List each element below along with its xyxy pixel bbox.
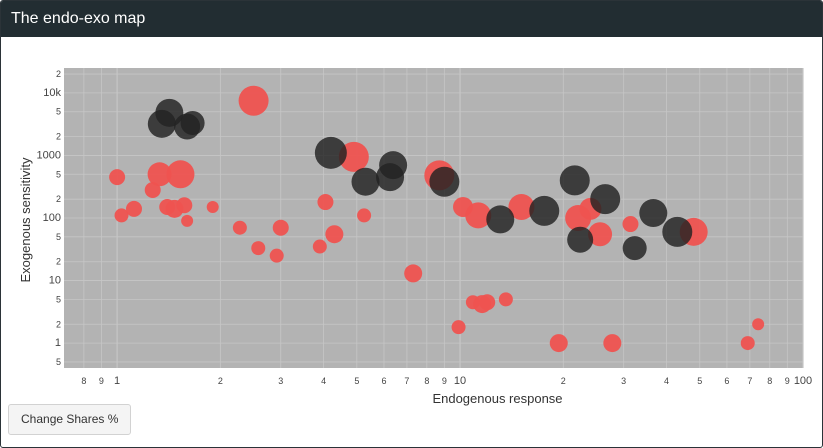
x-tick-label: 9 bbox=[785, 376, 790, 386]
y-tick-label: 10k bbox=[43, 87, 61, 99]
y-tick-label: 2 bbox=[56, 69, 61, 79]
x-tick-label: 5 bbox=[697, 376, 702, 386]
data-point-dark bbox=[529, 195, 560, 226]
y-tick-label: 2 bbox=[56, 319, 61, 329]
x-tick-label: 2 bbox=[218, 376, 223, 386]
data-point-red bbox=[451, 320, 466, 335]
data-point-dark bbox=[590, 184, 621, 215]
data-point-dark bbox=[314, 136, 347, 169]
x-tick-label: 8 bbox=[424, 376, 429, 386]
y-tick-label: 5 bbox=[56, 232, 61, 242]
data-point-red bbox=[312, 239, 327, 254]
data-point-red bbox=[603, 334, 622, 353]
data-point-red bbox=[114, 208, 129, 223]
data-point-red bbox=[147, 162, 172, 187]
data-point-red bbox=[206, 200, 219, 213]
data-point-dark bbox=[639, 199, 668, 228]
x-tick-label: 4 bbox=[664, 376, 669, 386]
y-tick-label: 2 bbox=[56, 194, 61, 204]
y-tick-label: 1000 bbox=[37, 149, 61, 161]
x-tick-label: 3 bbox=[621, 376, 626, 386]
data-point-red bbox=[176, 197, 193, 214]
data-point-red bbox=[109, 169, 126, 186]
y-tick-label: 2 bbox=[56, 132, 61, 142]
data-point-red bbox=[126, 200, 143, 217]
data-point-dark bbox=[147, 109, 176, 138]
data-point-red bbox=[251, 241, 266, 256]
x-axis-title: Endogenous response bbox=[432, 391, 562, 406]
y-tick-label: 5 bbox=[56, 357, 61, 367]
data-point-dark bbox=[622, 236, 647, 261]
x-tick-label: 10 bbox=[454, 375, 466, 387]
data-point-dark bbox=[376, 163, 405, 192]
data-point-red bbox=[588, 222, 613, 247]
y-tick-label: 1 bbox=[55, 337, 61, 349]
x-tick-label: 3 bbox=[278, 376, 283, 386]
x-tick-label: 4 bbox=[321, 376, 326, 386]
change-shares-button[interactable]: Change Shares % bbox=[8, 404, 132, 435]
x-tick-label: 7 bbox=[747, 376, 752, 386]
data-point-red bbox=[404, 264, 423, 283]
x-tick-label: 1 bbox=[114, 375, 120, 387]
y-tick-label: 5 bbox=[56, 107, 61, 117]
data-point-red bbox=[357, 208, 372, 223]
data-point-red bbox=[166, 160, 195, 189]
data-point-red bbox=[549, 334, 568, 353]
data-point-dark bbox=[486, 205, 515, 234]
data-point-red bbox=[622, 216, 639, 233]
x-tick-label: 6 bbox=[381, 376, 386, 386]
x-tick-label: 5 bbox=[354, 376, 359, 386]
x-tick-label: 8 bbox=[767, 376, 772, 386]
x-tick-label: 9 bbox=[99, 376, 104, 386]
data-point-red bbox=[317, 194, 334, 211]
x-tick-label: 7 bbox=[404, 376, 409, 386]
data-point-dark bbox=[351, 167, 380, 196]
data-point-red bbox=[272, 219, 289, 236]
y-tick-label: 2 bbox=[56, 257, 61, 267]
y-tick-label: 5 bbox=[56, 294, 61, 304]
x-tick-label: 9 bbox=[442, 376, 447, 386]
data-point-dark bbox=[429, 166, 460, 197]
data-point-red bbox=[740, 336, 755, 351]
data-point-red bbox=[479, 294, 496, 311]
data-point-red bbox=[232, 220, 247, 235]
data-point-red bbox=[269, 248, 284, 263]
data-point-red bbox=[144, 182, 161, 199]
data-point-red bbox=[238, 85, 269, 116]
x-tick-label: 2 bbox=[561, 376, 566, 386]
y-tick-label: 10 bbox=[49, 275, 61, 287]
data-point-red bbox=[508, 193, 535, 220]
data-point-dark bbox=[662, 216, 693, 247]
data-point-red bbox=[325, 225, 344, 244]
panel-title: The endo-exo map bbox=[1, 1, 822, 37]
y-tick-label: 100 bbox=[43, 212, 61, 224]
x-tick-label: 6 bbox=[724, 376, 729, 386]
y-axis-title: Exogenous sensitivity bbox=[18, 157, 33, 283]
y-tick-label: 5 bbox=[56, 169, 61, 179]
x-tick-label: 100 bbox=[794, 375, 812, 387]
data-point-dark bbox=[180, 111, 205, 136]
data-point-red bbox=[465, 202, 492, 229]
x-tick-label: 8 bbox=[81, 376, 86, 386]
data-point-dark bbox=[559, 165, 590, 196]
data-point-dark bbox=[567, 226, 594, 253]
data-point-red bbox=[498, 292, 513, 307]
data-point-red bbox=[752, 318, 765, 331]
data-point-red bbox=[181, 214, 194, 227]
